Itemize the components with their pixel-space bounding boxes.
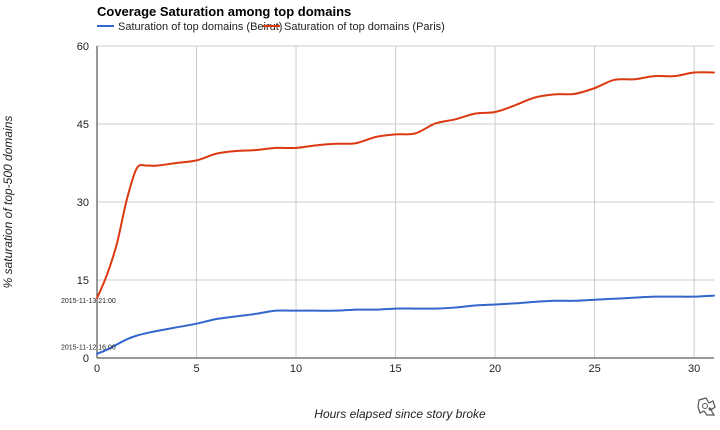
grid-layer: [97, 45, 714, 358]
series-line-paris[interactable]: [96, 71, 715, 300]
x-tick-label: 15: [389, 363, 401, 375]
annotation-label: 2015-11-12 16:00: [61, 345, 116, 352]
chart-title: Coverage Saturation among top domains: [97, 4, 351, 19]
y-tick-label: 15: [77, 275, 89, 287]
x-tick-label: 0: [94, 363, 100, 375]
x-tick-label: 5: [193, 363, 199, 375]
axes-layer: [96, 46, 714, 359]
x-tick-label: 30: [688, 363, 700, 375]
series-line-beirut[interactable]: [96, 294, 715, 355]
x-tick-label: 20: [489, 363, 501, 375]
annotations-layer: 2015-11-13 21:00 2015-11-12 16:00: [61, 298, 116, 352]
legend-label-beirut: Saturation of top domains (Beirut): [118, 21, 282, 33]
y-tick-label: 30: [77, 197, 89, 209]
y-tick-label: 0: [83, 353, 89, 365]
series-layer: [96, 71, 715, 355]
y-tick-label: 60: [77, 41, 89, 53]
annotation-label: 2015-11-13 21:00: [61, 298, 116, 305]
x-tick-labels: 0 5 10 15 20 25 30: [94, 363, 700, 375]
legend-label-paris: Saturation of top domains (Paris): [284, 21, 445, 33]
y-tick-label: 45: [77, 119, 89, 131]
x-tick-label: 25: [588, 363, 600, 375]
y-tick-labels: 0 15 30 45 60: [77, 41, 89, 365]
chart-tool-icon[interactable]: [697, 397, 716, 416]
y-axis-title: % saturation of top-500 domains: [1, 116, 15, 289]
x-tick-label: 10: [290, 363, 302, 375]
legend[interactable]: Saturation of top domains (Beirut) Satur…: [97, 21, 445, 33]
x-axis-title: Hours elapsed since story broke: [314, 407, 486, 421]
